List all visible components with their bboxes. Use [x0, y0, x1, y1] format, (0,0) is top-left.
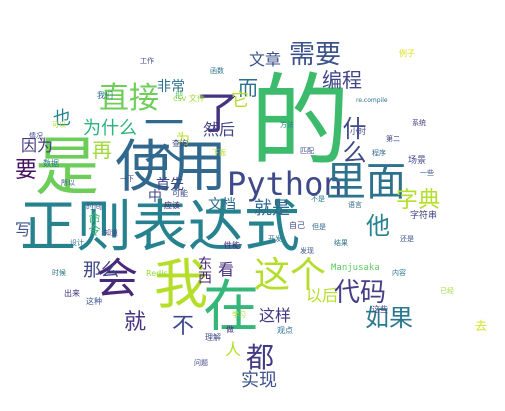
word-chengxu: 程序	[372, 149, 386, 157]
word-le: 了	[196, 88, 240, 139]
word-xiaoshi: 小时	[350, 127, 366, 136]
word-zuo: 做	[226, 325, 234, 334]
word-zhengzebiaodashi: 正则表达式	[20, 195, 300, 260]
word-feichang: 非常	[157, 79, 185, 95]
word-yuyan: 语言	[348, 201, 362, 209]
word-fangfa: 方法	[280, 121, 294, 129]
word-manjusaka: Manjusaka	[331, 263, 380, 273]
word-ye: 也	[53, 108, 71, 129]
word-redis: Redis	[146, 269, 168, 278]
word-qu: 去	[475, 319, 488, 333]
word-changjing: 场景	[408, 156, 427, 166]
word-hanshu: 函数	[210, 67, 224, 75]
word-zhong: 中	[148, 189, 162, 205]
word-mingling: 命令	[87, 212, 101, 236]
word-danshi: 但是	[312, 223, 326, 231]
word-shijian: 时间	[86, 202, 102, 211]
word-yinggai: 应该	[164, 201, 180, 210]
word-sheji: 设计	[70, 239, 84, 247]
word-lijie: 理解	[205, 333, 221, 342]
word-kaifa: 开发	[268, 235, 282, 243]
word-bushi: 不是	[311, 195, 325, 203]
word-xuexi: 学习	[232, 311, 246, 319]
word-ta: 他	[366, 212, 390, 240]
word-jiushi: 就是	[254, 198, 290, 219]
word-bu: 不	[172, 314, 195, 339]
word-zheyang: 这样	[259, 306, 292, 325]
word-ba: 把	[175, 91, 183, 100]
word-guandian: 观点	[277, 326, 293, 335]
word-zhege: 这个	[254, 255, 327, 296]
word-daima: 代码	[334, 278, 387, 308]
word-zhijie: 直接	[99, 81, 159, 116]
word-csv: csv 文件	[173, 94, 205, 103]
word-wendang: 文档	[208, 197, 236, 213]
word-wo: 我	[154, 253, 208, 316]
word-recompile: re.compile	[356, 97, 388, 104]
word-yao: 要	[15, 158, 38, 183]
word-zhezhong: 这种	[86, 297, 102, 306]
word-gongzuo: 工作	[140, 57, 154, 65]
word-xuyao: 需要	[289, 40, 342, 70]
word-ranhou: 然后	[203, 120, 236, 139]
word-zhexie: 这些	[372, 305, 388, 314]
word-dou: 都	[246, 341, 275, 374]
word-zidian: 字典	[396, 188, 441, 213]
word-wenti: 问题	[194, 359, 208, 367]
word-yijing: 已经	[440, 287, 454, 295]
word-faxian: 发现	[300, 247, 314, 255]
word-keyi: 可以	[52, 121, 66, 129]
word-xitong: 系统	[412, 119, 426, 127]
word-shiyong: 使用	[115, 135, 227, 200]
word-ziji: 自己	[289, 221, 305, 230]
word-suoyi: 所以	[61, 179, 75, 187]
word-xiamian: 下面	[212, 149, 226, 157]
word-neirong: 内容	[392, 269, 406, 277]
word-dier: 第二	[386, 135, 400, 143]
word-hui: 会	[96, 254, 139, 303]
word-zai: 在	[203, 275, 259, 340]
word-shi: 是	[35, 131, 99, 205]
word-yixie: 一些	[420, 169, 434, 177]
word-zhidao: 知道	[104, 229, 118, 237]
word-limian: 里面	[326, 159, 406, 205]
word-biancheng: 编程	[322, 68, 362, 92]
word-name: 那么	[83, 260, 119, 281]
word-jieguo: 结果	[334, 239, 348, 247]
word-wei: 为	[176, 132, 190, 148]
word-lizi: 例子	[399, 49, 415, 58]
word-shouxian: 首先	[156, 177, 184, 193]
word-ruguo: 如果	[365, 304, 413, 332]
word-chulai: 出来	[64, 289, 80, 298]
word-keneng: 可能	[172, 189, 188, 198]
word-ta2: 它	[231, 90, 249, 111]
word-shuju: 数据	[43, 159, 59, 168]
word-yixia: 一下	[120, 175, 134, 183]
word-xingneng: 性能	[224, 241, 240, 250]
word-pipei: 匹配	[300, 147, 314, 155]
word-yinwei: 因为	[21, 136, 54, 155]
word-zai2: 再	[92, 138, 112, 162]
word-haishi: 还是	[400, 235, 414, 243]
word-shixian: 实现	[241, 370, 277, 391]
word-chaxun: 查询	[172, 139, 188, 148]
word-de: 的	[250, 63, 350, 180]
word-kan: 看	[218, 260, 235, 279]
word-zifuchuan: 字符串	[410, 211, 438, 221]
word-yihou: 以后	[306, 286, 339, 305]
word-xie: 写	[15, 220, 32, 239]
word-ren: 人	[225, 340, 242, 359]
word-weishenme: 为什么	[83, 118, 137, 139]
word-yige: 一个	[137, 102, 183, 182]
word-er: 而	[238, 76, 258, 100]
word-shenme: 什么	[338, 116, 366, 164]
word-dongxi: 东西	[196, 256, 212, 284]
word-women: 我们	[97, 91, 113, 100]
word-jiu: 就	[124, 310, 147, 335]
word-wenzhang: 文章	[249, 50, 282, 69]
word-qingkuang: 情况	[29, 132, 43, 140]
word-python: Python	[227, 165, 343, 203]
word-shihou: 时候	[52, 269, 66, 277]
